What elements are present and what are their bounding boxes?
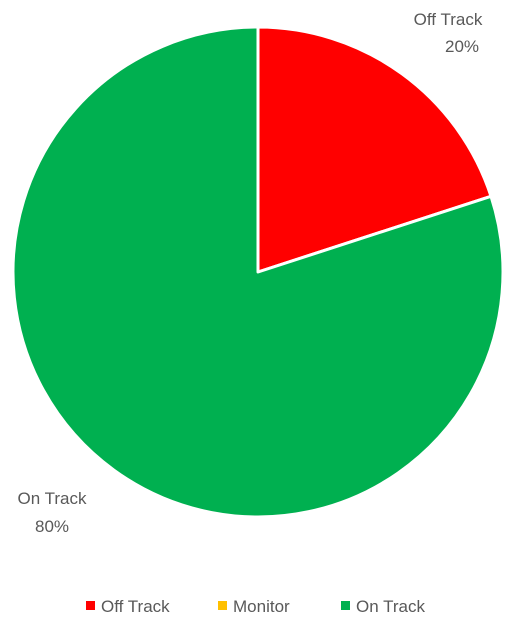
pie-slice-off-track: [256, 25, 493, 274]
data-label-on-track-value: 80%: [35, 517, 69, 536]
legend: Off Track Monitor On Track: [86, 597, 425, 616]
legend-label-off-track: Off Track: [101, 597, 170, 616]
data-label-on-track-name: On Track: [18, 489, 87, 508]
pie-slice-on-track: [11, 25, 505, 519]
legend-label-on-track: On Track: [356, 597, 425, 616]
legend-label-monitor: Monitor: [233, 597, 290, 616]
data-label-off-track-value: 20%: [445, 37, 479, 56]
legend-swatch-off-track: [86, 601, 95, 610]
data-label-off-track-name: Off Track: [414, 10, 483, 29]
legend-swatch-on-track: [341, 601, 350, 610]
legend-swatch-monitor: [218, 601, 227, 610]
pie-slices: [11, 25, 505, 519]
